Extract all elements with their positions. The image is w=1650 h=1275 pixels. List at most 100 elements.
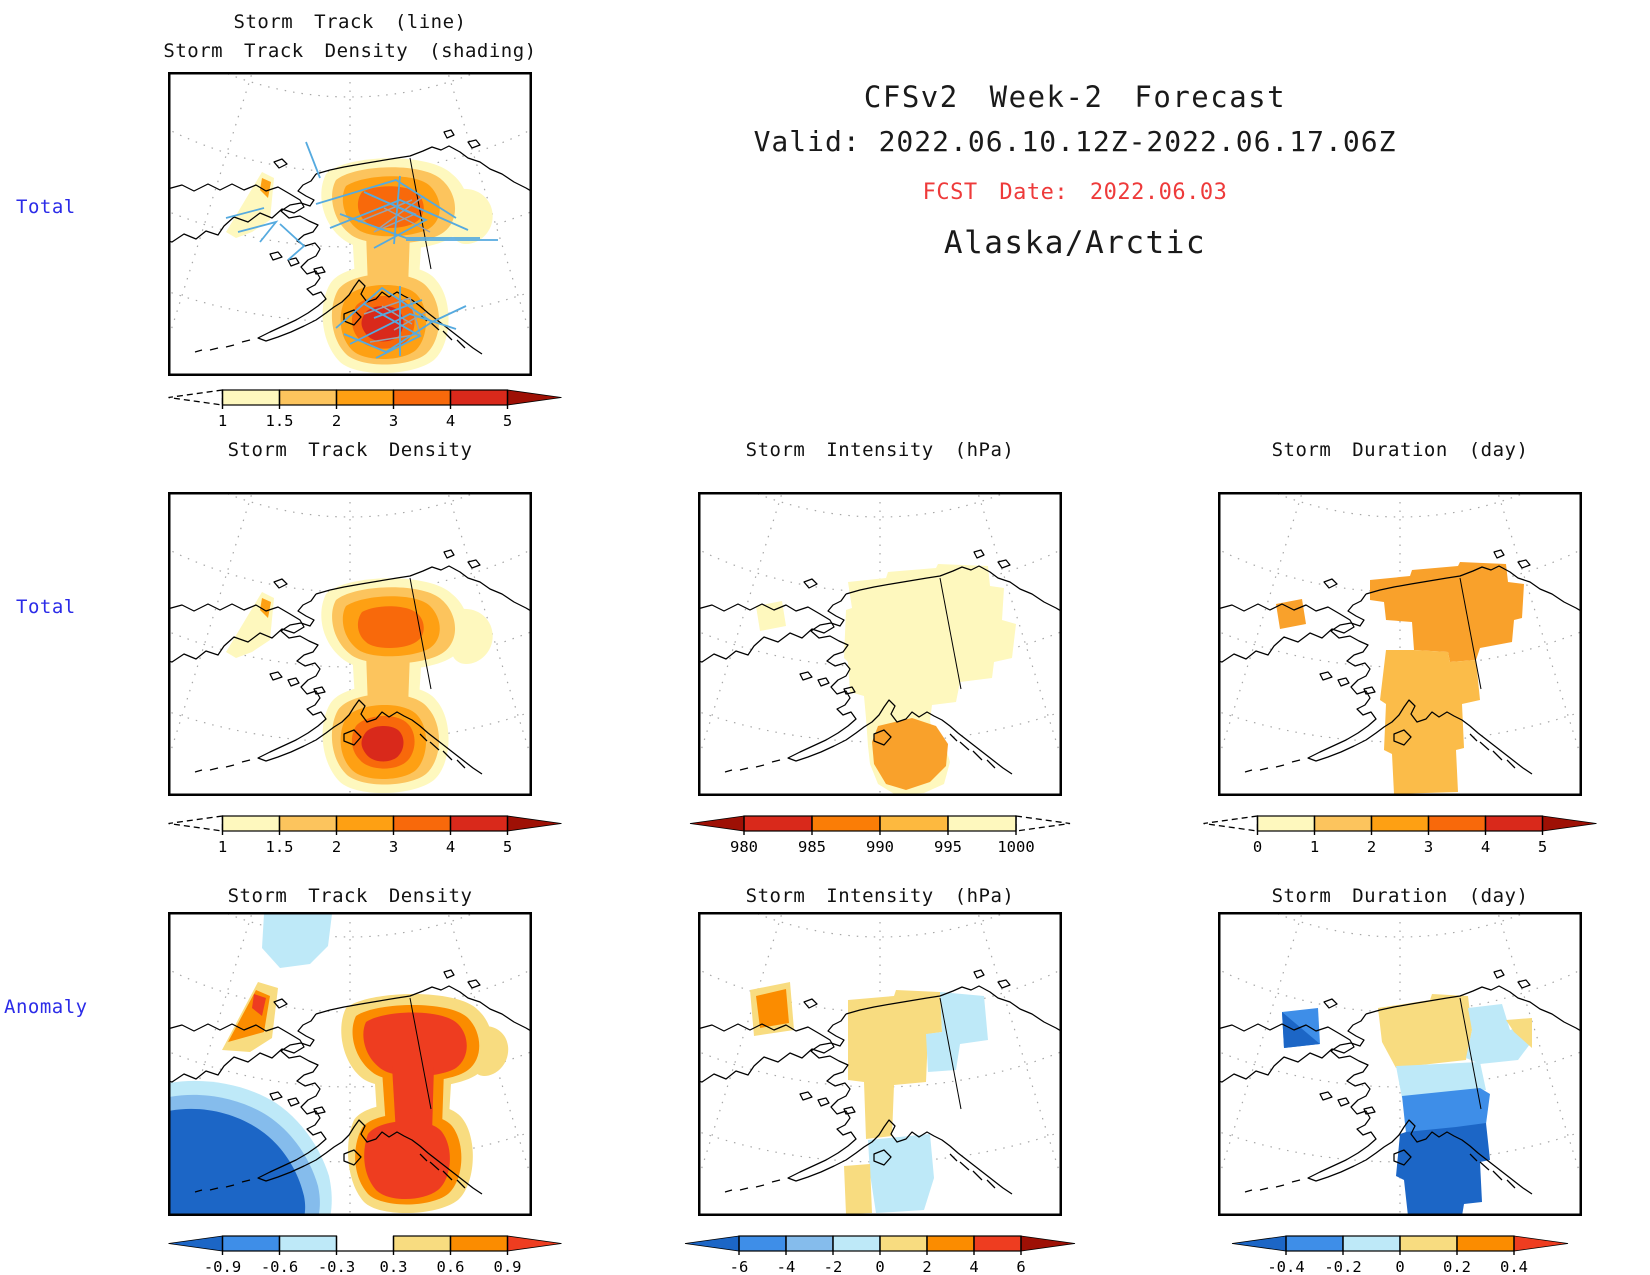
colorbar-anomaly-duration: -0.4 -0.2 0 0.2 0.4 <box>1231 1235 1569 1275</box>
colorbar-cell <box>1370 815 1430 832</box>
colorbar-tick-label: 0.3 <box>380 1258 408 1275</box>
colorbar-anomaly-intensity: -6 -4 -2 0 2 4 6 <box>684 1235 1076 1275</box>
map-content <box>170 914 530 1214</box>
colorbar-arrow <box>507 1235 562 1252</box>
figure-header: CFSv2 Week-2 Forecast Valid: 2022.06.10.… <box>690 80 1460 261</box>
colorbar-tick-label: 985 <box>798 838 826 856</box>
colorbar-tick-label: 2 <box>1367 838 1376 856</box>
map-frame <box>168 912 532 1216</box>
colorbar-arrow <box>1231 1235 1287 1252</box>
coastlines <box>1220 969 1580 1195</box>
colorbar-cell <box>392 389 452 406</box>
colorbar-cell <box>832 1235 881 1252</box>
coastlines <box>170 549 530 775</box>
colorbar-arrow <box>1513 1235 1569 1252</box>
colorbar-cell <box>743 815 813 832</box>
colorbar-total-duration: 0 1 2 3 4 5 <box>1203 815 1597 856</box>
colorbar-cell <box>221 815 281 832</box>
colorbar-tick-label: 3 <box>389 838 398 856</box>
colorbar-cell <box>879 1235 928 1252</box>
shading-contours <box>170 914 509 1214</box>
colorbar-cell <box>973 1235 1022 1252</box>
shading-contours <box>750 982 988 1214</box>
colorbar-cell <box>926 1235 975 1252</box>
map-content <box>700 914 1060 1214</box>
colorbar-cell <box>1399 1235 1458 1252</box>
graticule-lines <box>1220 914 1580 1214</box>
graticule-lines <box>170 914 530 1214</box>
colorbar-cell <box>335 389 395 406</box>
colorbar-cell <box>947 815 1017 832</box>
colorbar-total-intensity: 980 985 990 995 1000 <box>689 815 1071 856</box>
colorbar-cell <box>1285 1235 1344 1252</box>
panel-title-line2: Storm Track Density (shading) <box>163 40 537 62</box>
map-frame <box>698 492 1062 796</box>
colorbar-open-arrow <box>1203 815 1259 832</box>
colorbar-cell <box>221 1235 281 1252</box>
colorbar-cell <box>1313 815 1373 832</box>
colorbar-total-track-density: 1 1.5 2 3 4 5 <box>168 389 562 430</box>
colorbar-tick-label: 3 <box>1424 838 1433 856</box>
header-model-line: CFSv2 Week-2 Forecast <box>863 80 1287 114</box>
shading-contours <box>1276 562 1524 794</box>
colorbar-total-density: 1 1.5 2 3 4 5 <box>168 815 562 856</box>
coastlines <box>700 549 1060 775</box>
colorbar-tick-label: 995 <box>934 838 962 856</box>
coastlines <box>1220 549 1580 775</box>
colorbar-cell <box>738 1235 787 1252</box>
colorbar-open-arrow <box>168 389 224 406</box>
panel-title-anomaly-duration: Storm Duration (day) <box>1271 885 1529 907</box>
colorbar-tick-label: 0.6 <box>437 1258 465 1275</box>
colorbar-arrow <box>684 1235 740 1252</box>
colorbar-cell <box>221 389 281 406</box>
colorbar-tick-label: 5 <box>503 412 512 430</box>
colorbar-arrow <box>1020 1235 1076 1252</box>
map-frame <box>168 72 532 376</box>
colorbar-tick-label: 2 <box>922 1258 931 1275</box>
colorbar-tick-label: 4 <box>446 412 455 430</box>
colorbar-arrow <box>168 1235 223 1252</box>
panel-title-anomaly-density: Storm Track Density <box>227 885 473 907</box>
colorbar-tick-label: 2 <box>332 412 341 430</box>
colorbar-cell <box>278 815 338 832</box>
colorbar-tick-label: 4 <box>1481 838 1490 856</box>
map-anomaly-duration <box>1218 912 1582 1216</box>
colorbar-cell <box>811 815 881 832</box>
map-frame <box>698 912 1062 1216</box>
colorbar-anomaly-density: -0.9 -0.6 -0.3 0.3 0.6 0.9 <box>168 1235 562 1275</box>
colorbar-tick-label: 4 <box>446 838 455 856</box>
colorbar-tick-label: 0.4 <box>1500 1258 1528 1275</box>
map-anomaly-density <box>168 912 532 1216</box>
colorbar-arrow <box>689 815 745 832</box>
shading-contours <box>226 578 493 794</box>
colorbar-tick-label: 1.5 <box>266 838 294 856</box>
map-anomaly-intensity <box>698 912 1062 1216</box>
shading-contours <box>1282 994 1532 1214</box>
row-label-anomaly: Anomaly <box>4 996 88 1018</box>
colorbar-arrow <box>507 389 562 406</box>
map-content <box>1220 494 1580 794</box>
coastlines <box>170 129 530 355</box>
colorbar-cell <box>879 815 949 832</box>
colorbar-tick-label: 1000 <box>997 838 1034 856</box>
colorbar-cell <box>449 389 509 406</box>
colorbar-tick-label: 1 <box>1310 838 1319 856</box>
map-total-track <box>168 72 532 376</box>
colorbar-tick-label: -0.4 <box>1267 1258 1304 1275</box>
header-fcst-date-line: FCST Date: 2022.06.03 <box>922 180 1228 205</box>
colorbar-tick-label: 990 <box>866 838 894 856</box>
colorbar-tick-label: 5 <box>503 838 512 856</box>
header-region-line: Alaska/Arctic <box>943 225 1207 261</box>
colorbar-cell <box>449 815 509 832</box>
colorbar-cell <box>278 1235 338 1252</box>
colorbar-tick-label: 980 <box>730 838 758 856</box>
colorbar-open-arrow <box>168 815 224 832</box>
colorbar-cell <box>392 1235 452 1252</box>
colorbar-tick-label: -0.3 <box>318 1258 355 1275</box>
colorbar-tick-label: -0.9 <box>204 1258 241 1275</box>
colorbar-cell <box>785 1235 834 1252</box>
panel-title-total-duration: Storm Duration (day) <box>1271 439 1529 461</box>
colorbar-tick-label: -4 <box>777 1258 796 1275</box>
colorbar-tick-label: 0 <box>1395 1258 1404 1275</box>
